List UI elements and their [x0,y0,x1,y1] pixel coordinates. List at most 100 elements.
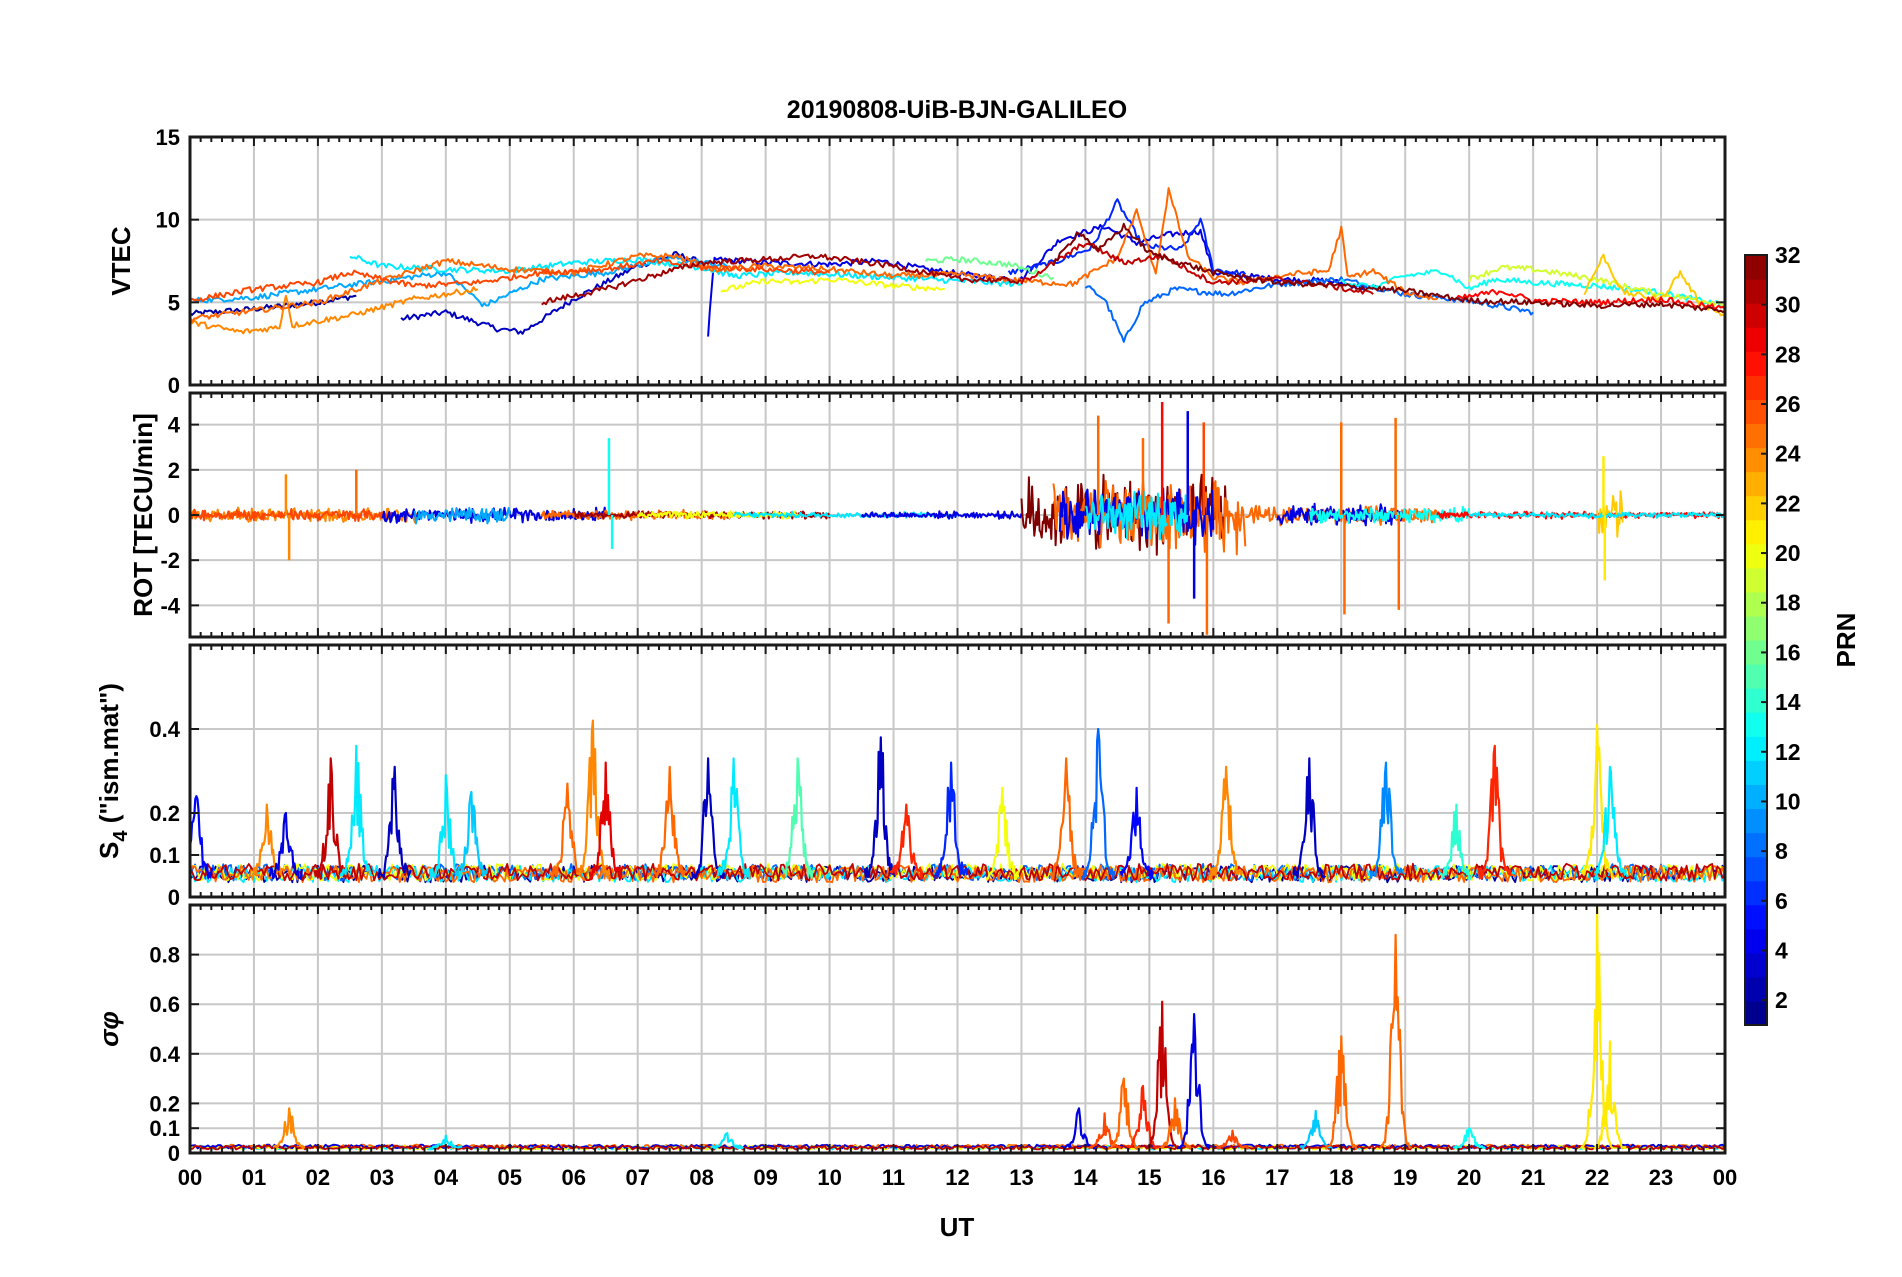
x-tick-label: 07 [625,1165,649,1190]
colorbar-tick-label: 10 [1775,788,1801,814]
s4-peak-prn-8 [1081,727,1116,881]
x-tick-label: 19 [1393,1165,1417,1190]
y-axis-label-vtec: VTEC [106,226,136,296]
y-tick-label: 10 [156,208,180,233]
colorbar-segment [1745,423,1767,449]
colorbar-tick-label: 32 [1775,242,1801,268]
colorbar-segment [1745,1000,1767,1026]
colorbar-segment [1745,784,1767,810]
s4-peak-prn-3 [863,736,898,879]
rot-trace-prn-12 [1468,511,1725,519]
y-tick-label: 15 [156,125,180,150]
x-tick-label: 11 [882,1165,905,1190]
vtec-series-prn-28 [1455,288,1725,311]
x-tick-label: 10 [817,1165,841,1190]
colorbar-tick-label: 22 [1775,490,1801,516]
s4-peak-prn-12 [339,744,374,877]
x-tick-label: 08 [689,1165,713,1190]
colorbar-segment [1745,760,1767,785]
colorbar-frame [1744,254,1768,1026]
colorbar-segment [1745,976,1767,1002]
colorbar-tick-label: 24 [1775,441,1801,467]
plot-area-s4 [190,719,1725,884]
rot-trace-prn-25 [1052,479,1247,556]
vtec-series-prn-19 [1468,264,1725,308]
x-tick-label: 00 [1713,1165,1737,1190]
s4-peak-prn-25 [550,782,585,881]
vtec-series-prn-16 [924,256,1055,281]
colorbar-tick-label: 26 [1775,391,1801,417]
s4-peak-prn-6 [934,761,969,880]
colorbar-segment [1745,375,1767,400]
rot-trace-prn-4 [381,506,607,524]
s4-peak-prn-20 [985,786,1020,881]
sigma_phi-peak-prn-25 [1379,933,1413,1149]
s4-peak-prn-27 [889,803,924,880]
x-tick-label: 12 [945,1165,969,1190]
colorbar-segment [1745,279,1767,304]
y-tick-label: 0 [168,503,180,528]
x-tick-label: 16 [1201,1165,1225,1190]
y-tick-label: 4 [168,413,181,438]
s4-peak-prn-29 [588,761,623,881]
vtec-series-prn-10 [190,255,728,308]
y-tick-label: 0.4 [149,1042,180,1067]
sigma_phi-peak-prn-30 [1145,1000,1179,1149]
y-tick-label: 0.6 [149,992,180,1017]
s4-peak-prn-30 [313,757,348,880]
colorbar-segment [1745,928,1767,954]
y-label-rest: ("ism.mat") [94,683,124,830]
sigma_phi-peak-prn-26 [1216,1129,1250,1150]
sigma_phi-peak-prn-11 [1299,1109,1333,1150]
vtec-series-prn-24 [190,286,479,335]
x-tick-label: 04 [434,1165,459,1190]
s4-peak-prn-14 [1440,803,1474,881]
y-tick-label: -2 [160,548,180,573]
x-tick-label: 06 [562,1165,586,1190]
x-tick-label: 14 [1073,1165,1098,1190]
s4-peak-prn-21 [1580,723,1615,880]
vtec-series-prn-26 [190,257,831,303]
colorbar-segment [1745,303,1767,328]
colorbar-tick-label: 16 [1775,639,1801,665]
colorbar-segment [1745,327,1767,352]
y-tick-label: 0 [168,1141,180,1166]
x-tick-label: 23 [1649,1165,1673,1190]
colorbar-segment [1745,615,1767,641]
colorbar-segment [1745,495,1767,521]
s4-peak-prn-12 [428,774,463,880]
s4-peak-prn-3 [691,757,726,880]
x-tick-label: 15 [1137,1165,1161,1190]
colorbar-segment [1745,255,1767,280]
colorbar-segment [1745,543,1767,569]
colorbar-segment [1745,952,1767,978]
s4-peak-prn-25 [652,765,687,879]
colorbar-segment [1745,688,1767,713]
sigma_phi-peak-prn-25 [1325,1035,1358,1150]
colorbar-segment [1745,736,1767,761]
colorbar-segment [1745,712,1767,737]
colorbar-segment [1745,567,1767,593]
y-tick-label: 5 [168,290,180,315]
colorbar-segment [1745,471,1767,497]
plot-area-vtec [190,187,1725,343]
colorbar-segment [1745,351,1767,376]
y-tick-label: 0.2 [149,1091,180,1116]
y-label-sub: 4 [110,830,132,842]
y-tick-label: 0.1 [149,1116,180,1141]
y-tick-label: 2 [168,458,180,483]
s4-peak-prn-11 [454,790,489,877]
rot-trace-prn-12 [1084,490,1189,541]
y-tick-label: 0.2 [149,801,180,826]
s4-peak-prn-24 [250,803,284,881]
s4-peak-prn-5 [1119,786,1154,881]
sigma_phi-peak-prn-27 [1126,1084,1160,1150]
colorbar-segment [1745,856,1767,882]
colorbar-segment [1745,808,1767,834]
colorbar-tick-label: 20 [1775,540,1801,566]
colorbar-tick-label: 4 [1775,937,1788,963]
sigma_phi-peak-prn-21 [1580,905,1614,1150]
